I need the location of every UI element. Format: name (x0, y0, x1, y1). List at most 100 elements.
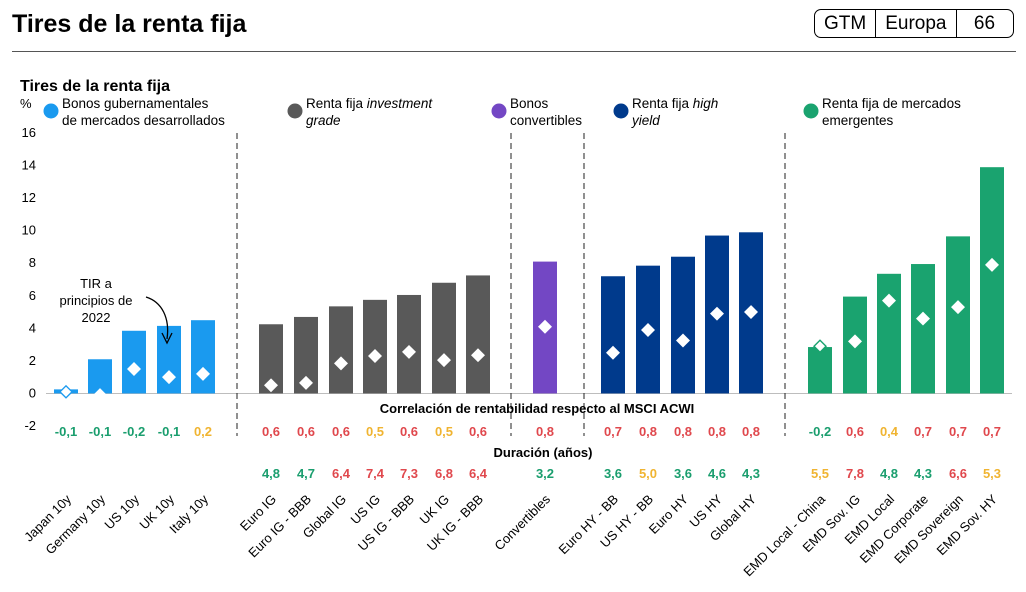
header-badges: GTM Europa 66 (814, 9, 1014, 38)
bar (432, 282, 456, 394)
legend-label: Renta fija de mercados (822, 96, 961, 111)
tir-start-marker (334, 356, 348, 371)
correlation-value: 0,8 (708, 424, 726, 439)
duration-value: 6,8 (435, 466, 453, 481)
tir-start-marker (402, 344, 416, 359)
correlation-value: 0,7 (949, 424, 967, 439)
bar (329, 306, 353, 394)
correlation-heading: Correlación de rentabilidad respecto al … (380, 401, 694, 416)
tir-start-marker (196, 366, 210, 381)
duration-value: 5,3 (983, 466, 1001, 481)
legend-label: Bonos (510, 96, 549, 111)
y-tick-label: 10 (22, 223, 36, 238)
duration-value: 5,5 (811, 466, 829, 481)
y-tick-label: 12 (22, 190, 36, 205)
duration-heading: Duración (años) (494, 445, 593, 460)
badge-gtm: GTM (824, 13, 867, 34)
tir-start-marker (127, 362, 141, 377)
correlation-value: 0,6 (262, 424, 280, 439)
tir-annotation: TIR a (80, 276, 113, 291)
legend-label: convertibles (510, 113, 582, 128)
y-tick-label: 8 (29, 255, 36, 270)
bar (911, 264, 935, 394)
legend-label: yield (631, 113, 660, 128)
correlation-value: -0,2 (809, 424, 831, 439)
legend-label: Renta fija investment (306, 96, 433, 111)
duration-value: 4,8 (262, 466, 280, 481)
tir-start-marker (93, 388, 107, 403)
bar (671, 256, 695, 394)
duration-value: 7,8 (846, 466, 864, 481)
duration-value: 4,3 (742, 466, 760, 481)
chart-title: Tires de la renta fija (20, 78, 170, 95)
duration-value: 6,6 (949, 466, 967, 481)
y-tick-label: 6 (29, 288, 36, 303)
tir-start-marker (437, 353, 451, 368)
duration-value: 7,3 (400, 466, 418, 481)
duration-value: 4,3 (914, 466, 932, 481)
tir-annotation: 2022 (82, 310, 111, 325)
correlation-value: 0,7 (604, 424, 622, 439)
badge-region: Europa (875, 10, 955, 37)
tir-start-marker (676, 333, 690, 348)
tir-start-marker (848, 334, 862, 349)
legend-label: de mercados desarrollados (62, 113, 225, 128)
correlation-value: -0,1 (89, 424, 111, 439)
correlation-value: 0,6 (332, 424, 350, 439)
correlation-value: -0,2 (123, 424, 145, 439)
legend-marker (287, 103, 303, 119)
legend-marker (491, 103, 507, 119)
correlation-value: 0,7 (914, 424, 932, 439)
correlation-value: 0,2 (194, 424, 212, 439)
correlation-value: 0,5 (366, 424, 384, 439)
page-title: Tires de la renta fija (12, 10, 247, 38)
correlation-value: 0,8 (639, 424, 657, 439)
y-tick-label: -2 (24, 418, 36, 433)
y-tick-label: 0 (29, 385, 36, 400)
tir-start-marker (744, 305, 758, 320)
correlation-value: 0,6 (400, 424, 418, 439)
correlation-value: -0,1 (158, 424, 180, 439)
bar (808, 347, 832, 394)
bar (397, 294, 421, 394)
tir-start-marker (264, 378, 278, 393)
duration-value: 6,4 (332, 466, 351, 481)
duration-value: 4,8 (880, 466, 898, 481)
tir-start-marker (538, 319, 552, 334)
duration-value: 7,4 (366, 466, 385, 481)
x-tick-label: Germany 10y (42, 491, 108, 557)
tir-start-marker (368, 349, 382, 363)
tir-start-marker (951, 300, 965, 315)
correlation-value: 0,4 (880, 424, 899, 439)
x-tick-label: US 10y (101, 491, 142, 532)
tir-start-marker (471, 348, 485, 363)
duration-value: 3,6 (674, 466, 692, 481)
tir-start-marker (299, 375, 313, 390)
tir-start-marker (916, 311, 930, 326)
bar (877, 273, 901, 394)
legend-marker (43, 103, 59, 119)
page-number: 66 (955, 10, 1013, 37)
bar (601, 276, 625, 394)
tir-start-marker (606, 345, 620, 360)
duration-value: 3,2 (536, 466, 554, 481)
legend-marker (803, 103, 819, 119)
legend-marker (613, 103, 629, 119)
correlation-value: 0,6 (846, 424, 864, 439)
tir-start-marker (162, 370, 176, 385)
bar (363, 299, 387, 394)
correlation-value: -0,1 (55, 424, 77, 439)
x-tick-label: Convertibles (491, 491, 553, 553)
bar (88, 359, 112, 394)
header-divider (12, 51, 1016, 52)
x-tick-label: Italy 10y (166, 491, 211, 536)
correlation-value: 0,8 (674, 424, 692, 439)
y-tick-label: 14 (22, 158, 36, 173)
legend-label: Bonos gubernamentales (62, 96, 209, 111)
tir-start-marker (985, 257, 999, 272)
tir-start-marker (59, 384, 73, 399)
x-tick-label: Euro HY (646, 491, 692, 537)
correlation-value: 0,7 (983, 424, 1001, 439)
correlation-value: 0,5 (435, 424, 453, 439)
legend-label: Renta fija high (632, 96, 718, 111)
